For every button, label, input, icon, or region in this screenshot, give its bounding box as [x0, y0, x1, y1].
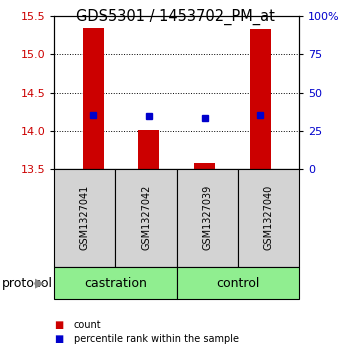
- Text: control: control: [216, 277, 260, 290]
- Text: GSM1327041: GSM1327041: [80, 185, 90, 250]
- Text: GSM1327039: GSM1327039: [202, 185, 212, 250]
- Text: GDS5301 / 1453702_PM_at: GDS5301 / 1453702_PM_at: [76, 9, 274, 25]
- Text: castration: castration: [84, 277, 147, 290]
- Text: ■: ■: [54, 320, 63, 330]
- Text: percentile rank within the sample: percentile rank within the sample: [74, 334, 238, 344]
- Text: GSM1327042: GSM1327042: [141, 185, 151, 250]
- Bar: [138, 130, 160, 169]
- Text: ■: ■: [54, 334, 63, 344]
- Text: ▶: ▶: [35, 277, 45, 290]
- Text: GSM1327040: GSM1327040: [264, 185, 274, 250]
- Bar: [250, 29, 271, 169]
- Text: protocol: protocol: [2, 277, 53, 290]
- Bar: [83, 28, 104, 169]
- Text: count: count: [74, 320, 101, 330]
- Bar: [194, 163, 215, 169]
